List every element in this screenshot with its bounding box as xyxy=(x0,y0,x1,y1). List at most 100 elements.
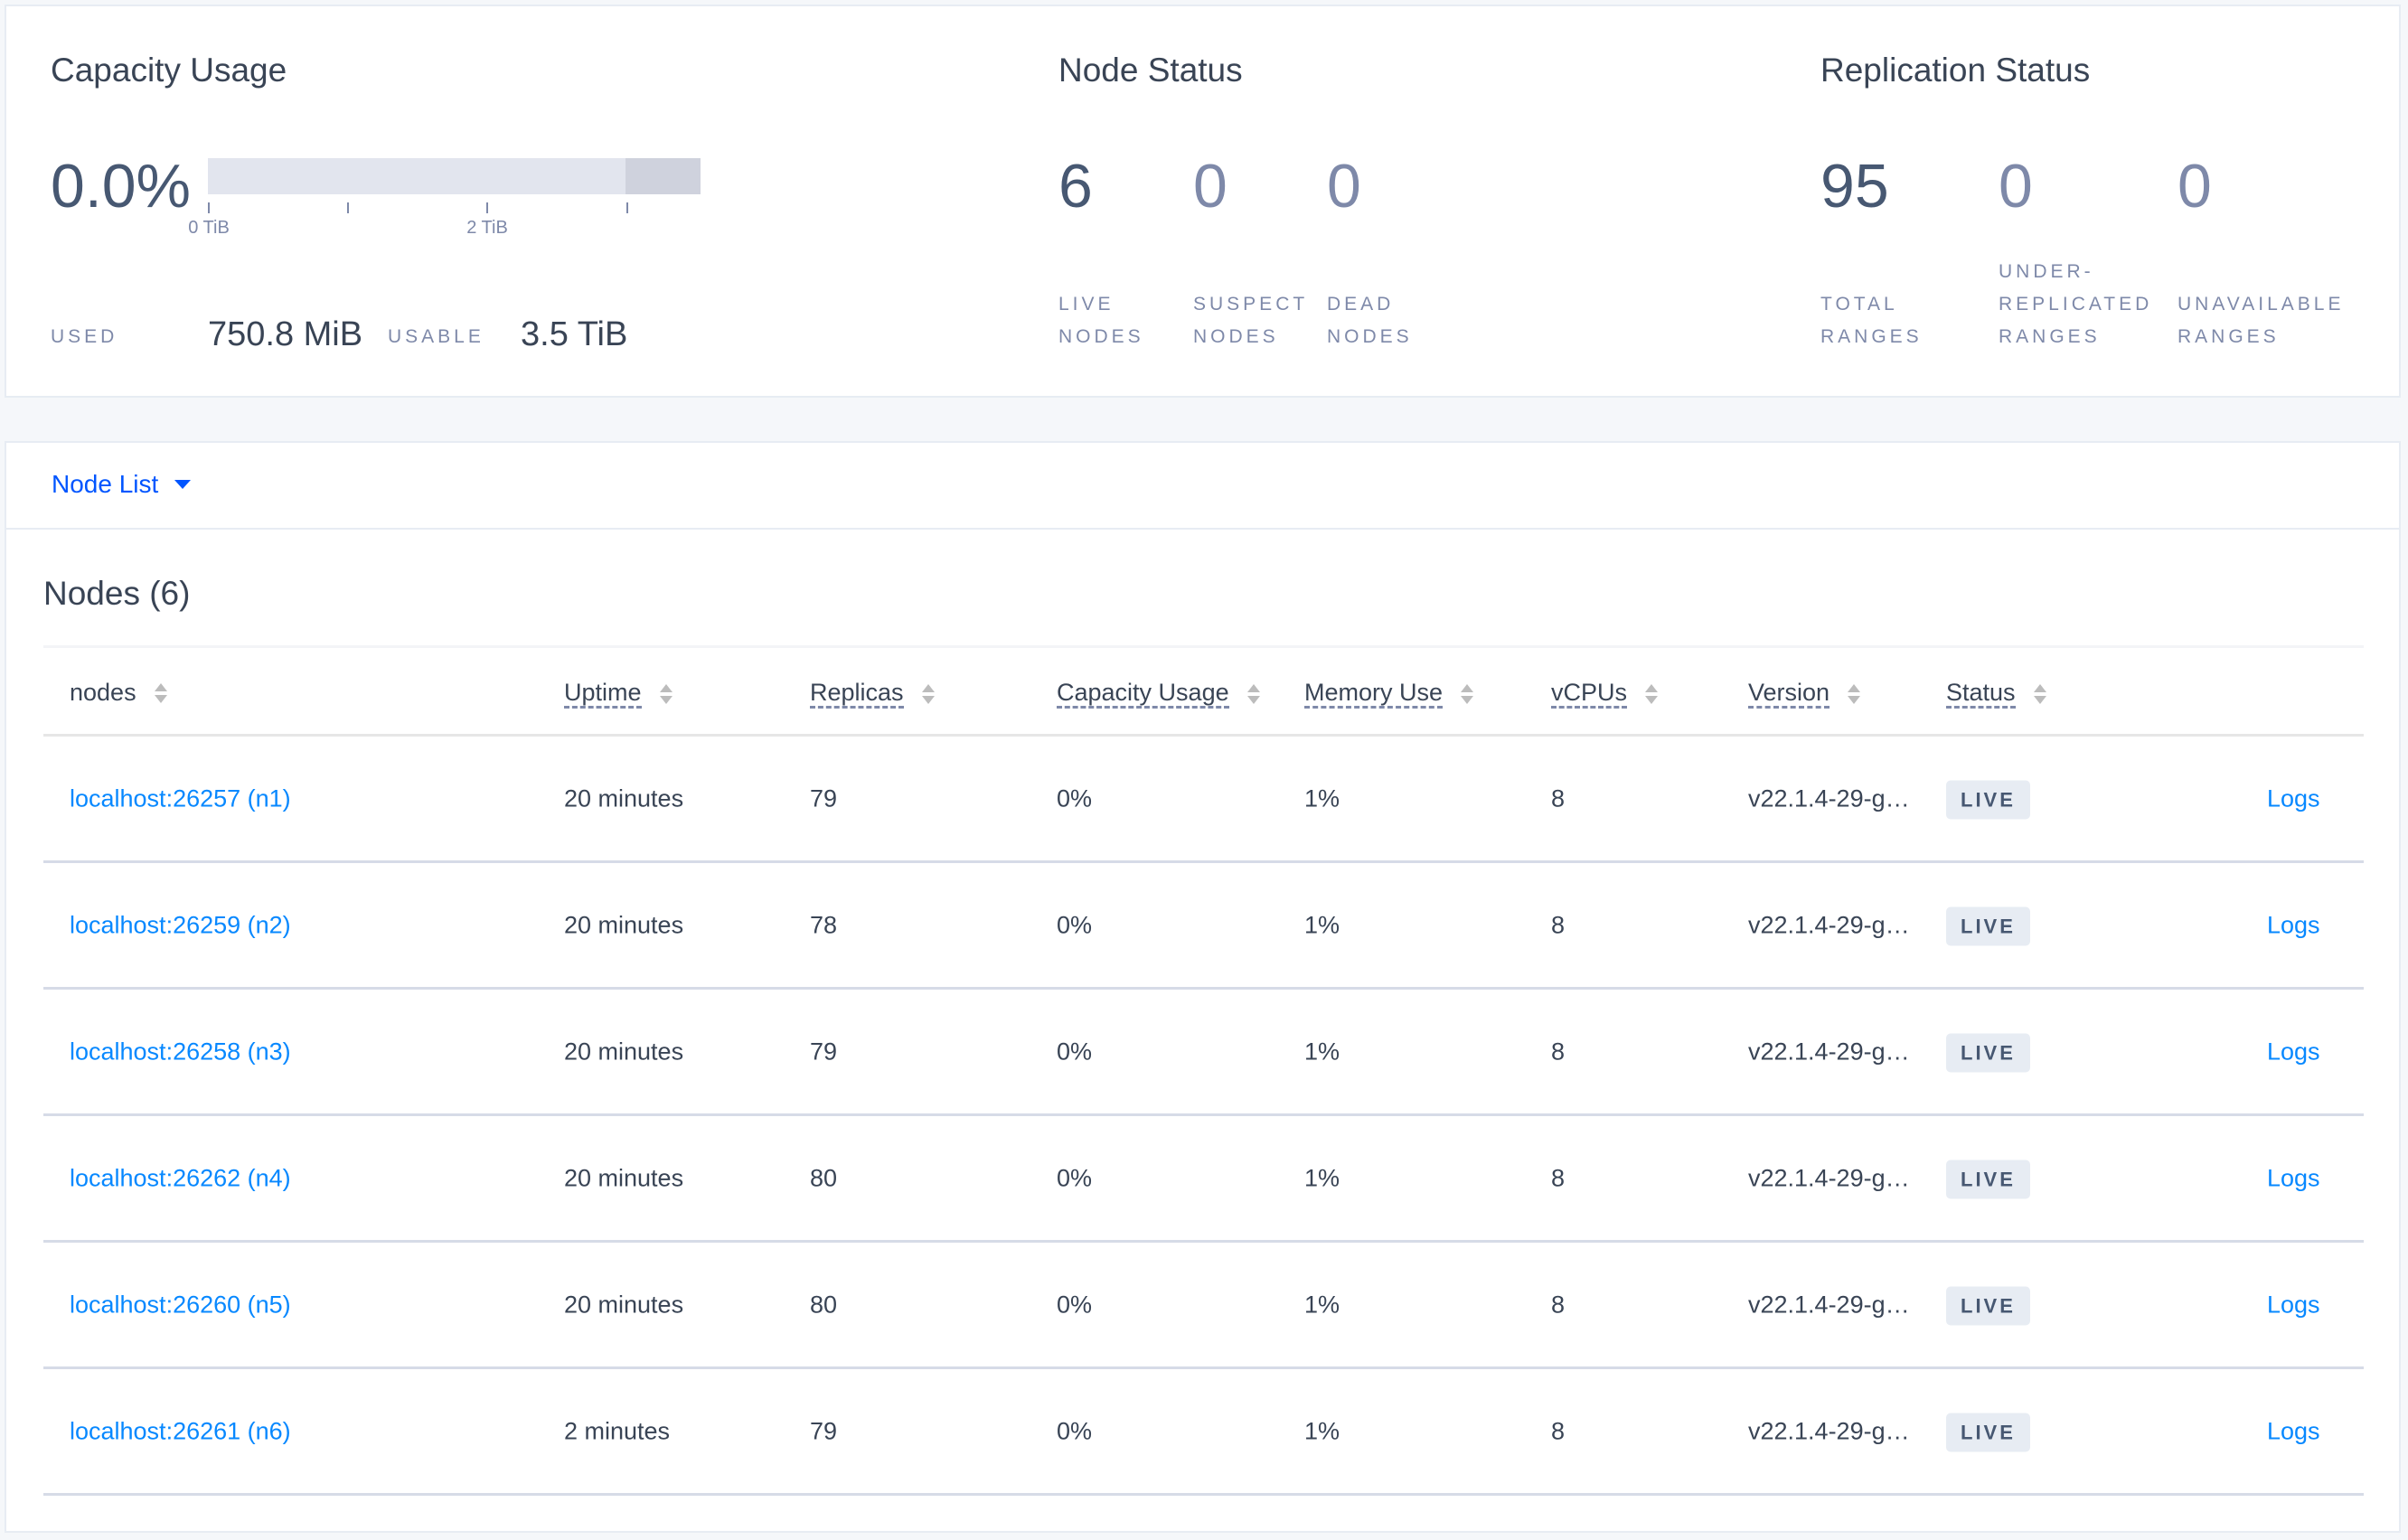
column-header-uptime[interactable]: Uptime xyxy=(564,679,673,709)
table-row: localhost:26260 (n5) 20 minutes 80 0% 1% 8 v22… xyxy=(43,1243,2364,1369)
logs-link[interactable]: Logs xyxy=(2267,1291,2320,1318)
logs-link[interactable]: Logs xyxy=(2267,911,2320,938)
logs-link[interactable]: Logs xyxy=(2267,784,2320,812)
node_status-stat-value: 0 xyxy=(1193,152,1228,221)
sort-icon[interactable] xyxy=(1848,683,1861,704)
usable-value: 3.5 TiB xyxy=(521,315,628,353)
status-cell: LIVE xyxy=(1946,906,2030,945)
cell-uptime: 20 minutes xyxy=(564,784,684,812)
cell-memory-use: 1% xyxy=(1304,1038,1340,1065)
replication-stat-label: UNDER- REPLICATED RANGES xyxy=(1999,256,2152,353)
stat-label-line: SUSPECT xyxy=(1193,294,1309,315)
node-link[interactable]: localhost:26261 (n6) xyxy=(70,1417,291,1444)
replication-stat-label: UNAVAILABLE RANGES xyxy=(2178,288,2344,353)
used-value: 750.8 MiB xyxy=(208,315,363,353)
sort-icon[interactable] xyxy=(154,682,167,703)
stat-label-line: REPLICATED xyxy=(1999,294,2153,315)
column-title: Status xyxy=(1946,679,2016,709)
column-title: nodes xyxy=(70,679,136,706)
cell-capacity-usage: 0% xyxy=(1057,911,1093,938)
cell-replicas: 79 xyxy=(810,1038,838,1065)
node-list-dropdown[interactable]: Node List xyxy=(52,470,192,499)
logs-link[interactable]: Logs xyxy=(2267,1038,2320,1065)
cell-vcpus: 8 xyxy=(1551,1291,1566,1318)
status-badge: LIVE xyxy=(1946,1160,2030,1198)
replication-stat-label: TOTAL RANGES xyxy=(1820,288,1923,353)
column-header-memory-use[interactable]: Memory Use xyxy=(1304,679,1474,709)
cell-replicas: 79 xyxy=(810,1417,838,1444)
caret-down-icon xyxy=(174,480,192,489)
column-title: Capacity Usage xyxy=(1057,679,1229,709)
stat-label-line: UNDER- xyxy=(1999,261,2094,282)
cell-vcpus: 8 xyxy=(1551,1164,1566,1191)
stat-label-line: NODES xyxy=(1327,326,1413,347)
stat-label-line: TOTAL xyxy=(1820,294,1898,315)
logs-link[interactable]: Logs xyxy=(2267,1164,2320,1191)
node_status-stat-label: DEAD NODES xyxy=(1327,288,1413,353)
cell-capacity-usage: 0% xyxy=(1057,1038,1093,1065)
cell-uptime: 20 minutes xyxy=(564,1164,684,1191)
cell-uptime: 20 minutes xyxy=(564,1291,684,1318)
tick-label: 0 TiB xyxy=(188,218,230,238)
cell-vcpus: 8 xyxy=(1551,911,1566,938)
cell-version: v22.1.4-29-g… xyxy=(1748,1417,1910,1444)
cell-capacity-usage: 0% xyxy=(1057,1291,1093,1318)
cell-replicas: 78 xyxy=(810,911,838,938)
sort-icon[interactable] xyxy=(1645,683,1659,704)
cell-replicas: 79 xyxy=(810,784,838,812)
node_status-stat-value: 0 xyxy=(1327,152,1361,221)
node_status-stat-label: LIVE NODES xyxy=(1058,288,1144,353)
used-label: USED xyxy=(51,326,118,347)
node-link[interactable]: localhost:26258 (n3) xyxy=(70,1038,291,1065)
sort-icon[interactable] xyxy=(921,683,935,704)
stat-label-line: RANGES xyxy=(2178,326,2280,347)
capacity-bar xyxy=(208,158,701,194)
sort-icon[interactable] xyxy=(2033,683,2046,704)
capacity-percent: 0.0% xyxy=(51,152,191,221)
node-link[interactable]: localhost:26262 (n4) xyxy=(70,1164,291,1191)
status-cell: LIVE xyxy=(1946,780,2030,819)
stat-label-line: UNAVAILABLE xyxy=(2178,294,2345,315)
summary-card: Capacity Usage 0.0% 0 TiB 2 TiB USED 750… xyxy=(5,5,2401,398)
capacity-title: Capacity Usage xyxy=(51,52,287,89)
cell-capacity-usage: 0% xyxy=(1057,1164,1093,1191)
cell-capacity-usage: 0% xyxy=(1057,1417,1093,1444)
cell-version: v22.1.4-29-g… xyxy=(1748,1291,1910,1318)
sort-icon[interactable] xyxy=(1461,683,1474,704)
sort-icon[interactable] xyxy=(659,683,673,704)
column-header-replicas[interactable]: Replicas xyxy=(810,679,935,709)
node_status-stat-value: 6 xyxy=(1058,152,1093,221)
sort-icon[interactable] xyxy=(1246,683,1260,704)
cell-memory-use: 1% xyxy=(1304,784,1340,812)
column-header-status[interactable]: Status xyxy=(1946,679,2046,709)
status-badge: LIVE xyxy=(1946,1033,2030,1072)
node-link[interactable]: localhost:26259 (n2) xyxy=(70,911,291,938)
cell-replicas: 80 xyxy=(810,1291,838,1318)
cell-uptime: 20 minutes xyxy=(564,911,684,938)
column-header-version[interactable]: Version xyxy=(1748,679,1861,709)
cell-uptime: 20 minutes xyxy=(564,1038,684,1065)
status-badge: LIVE xyxy=(1946,906,2030,945)
node-link[interactable]: localhost:26257 (n1) xyxy=(70,784,291,812)
status-badge: LIVE xyxy=(1946,1286,2030,1325)
column-title: vCPUs xyxy=(1551,679,1628,709)
cell-memory-use: 1% xyxy=(1304,1291,1340,1318)
cell-vcpus: 8 xyxy=(1551,1038,1566,1065)
cell-memory-use: 1% xyxy=(1304,911,1340,938)
cell-capacity-usage: 0% xyxy=(1057,784,1093,812)
column-header-vcpus[interactable]: vCPUs xyxy=(1551,679,1659,709)
replication-stat-value: 0 xyxy=(2178,152,2212,221)
logs-link[interactable]: Logs xyxy=(2267,1417,2320,1444)
node-list-label: Node List xyxy=(52,470,159,498)
status-cell: LIVE xyxy=(1946,1413,2030,1451)
status-cell: LIVE xyxy=(1946,1286,2030,1325)
replication-stat-value: 0 xyxy=(1999,152,2033,221)
node-link[interactable]: localhost:26260 (n5) xyxy=(70,1291,291,1318)
column-header-nodes[interactable]: nodes xyxy=(70,679,167,707)
stat-label-line: NODES xyxy=(1058,326,1144,347)
table-row: localhost:26258 (n3) 20 minutes 79 0% 1% 8 v22… xyxy=(43,990,2364,1116)
status-badge: LIVE xyxy=(1946,1413,2030,1451)
cell-version: v22.1.4-29-g… xyxy=(1748,1164,1910,1191)
column-header-capacity-usage[interactable]: Capacity Usage xyxy=(1057,679,1260,709)
cell-uptime: 2 minutes xyxy=(564,1417,671,1444)
